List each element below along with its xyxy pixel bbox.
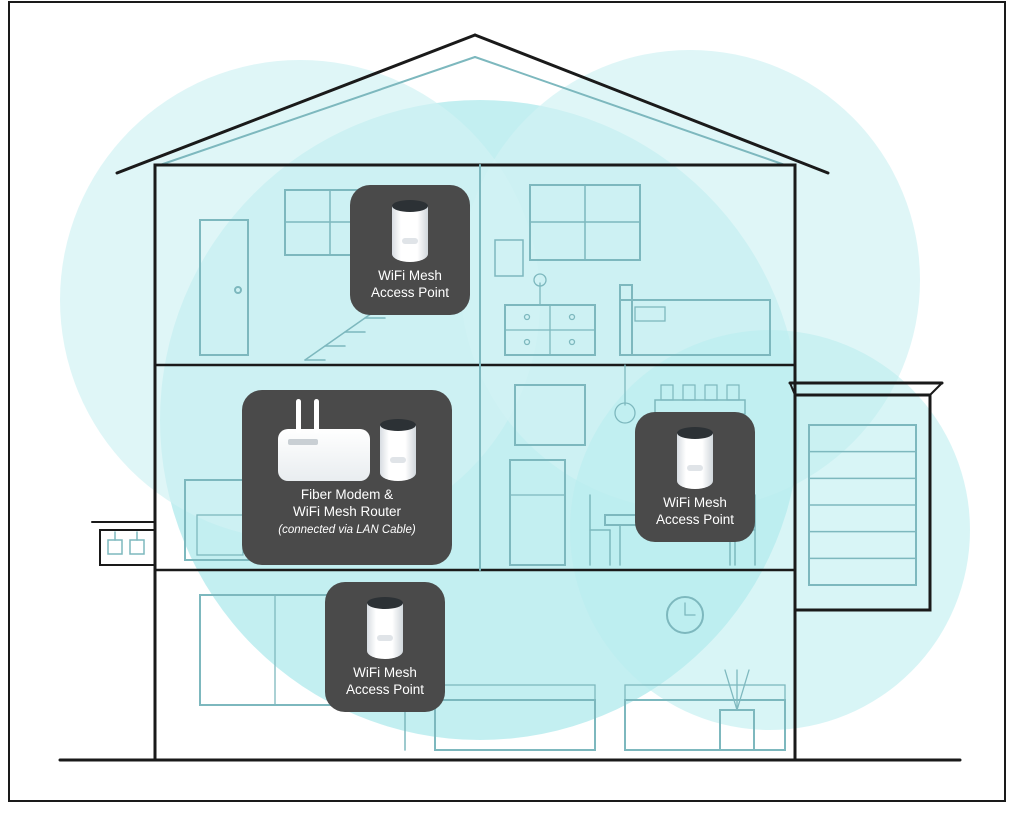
ap-right-node: WiFi Mesh Access Point: [635, 412, 755, 542]
router-label: Fiber Modem & WiFi Mesh Router: [293, 487, 401, 521]
modem-icon: [278, 429, 370, 481]
diagram-stage: Fiber Modem & WiFi Mesh Router (connecte…: [0, 0, 1014, 816]
router-sublabel: (connected via LAN Cable): [278, 523, 415, 538]
router-node: Fiber Modem & WiFi Mesh Router (connecte…: [242, 390, 452, 565]
ap-top-node: WiFi Mesh Access Point: [350, 185, 470, 315]
house-illustration: [0, 0, 1014, 816]
router-devices: [278, 419, 416, 481]
ap-label: WiFi Mesh Access Point: [371, 268, 449, 302]
mesh-router-icon: [380, 419, 416, 481]
ap-icon: [392, 200, 428, 262]
ap-icon: [367, 597, 403, 659]
ap-bottom-node: WiFi Mesh Access Point: [325, 582, 445, 712]
ap-label: WiFi Mesh Access Point: [656, 495, 734, 529]
ap-label: WiFi Mesh Access Point: [346, 665, 424, 699]
ap-icon: [677, 427, 713, 489]
